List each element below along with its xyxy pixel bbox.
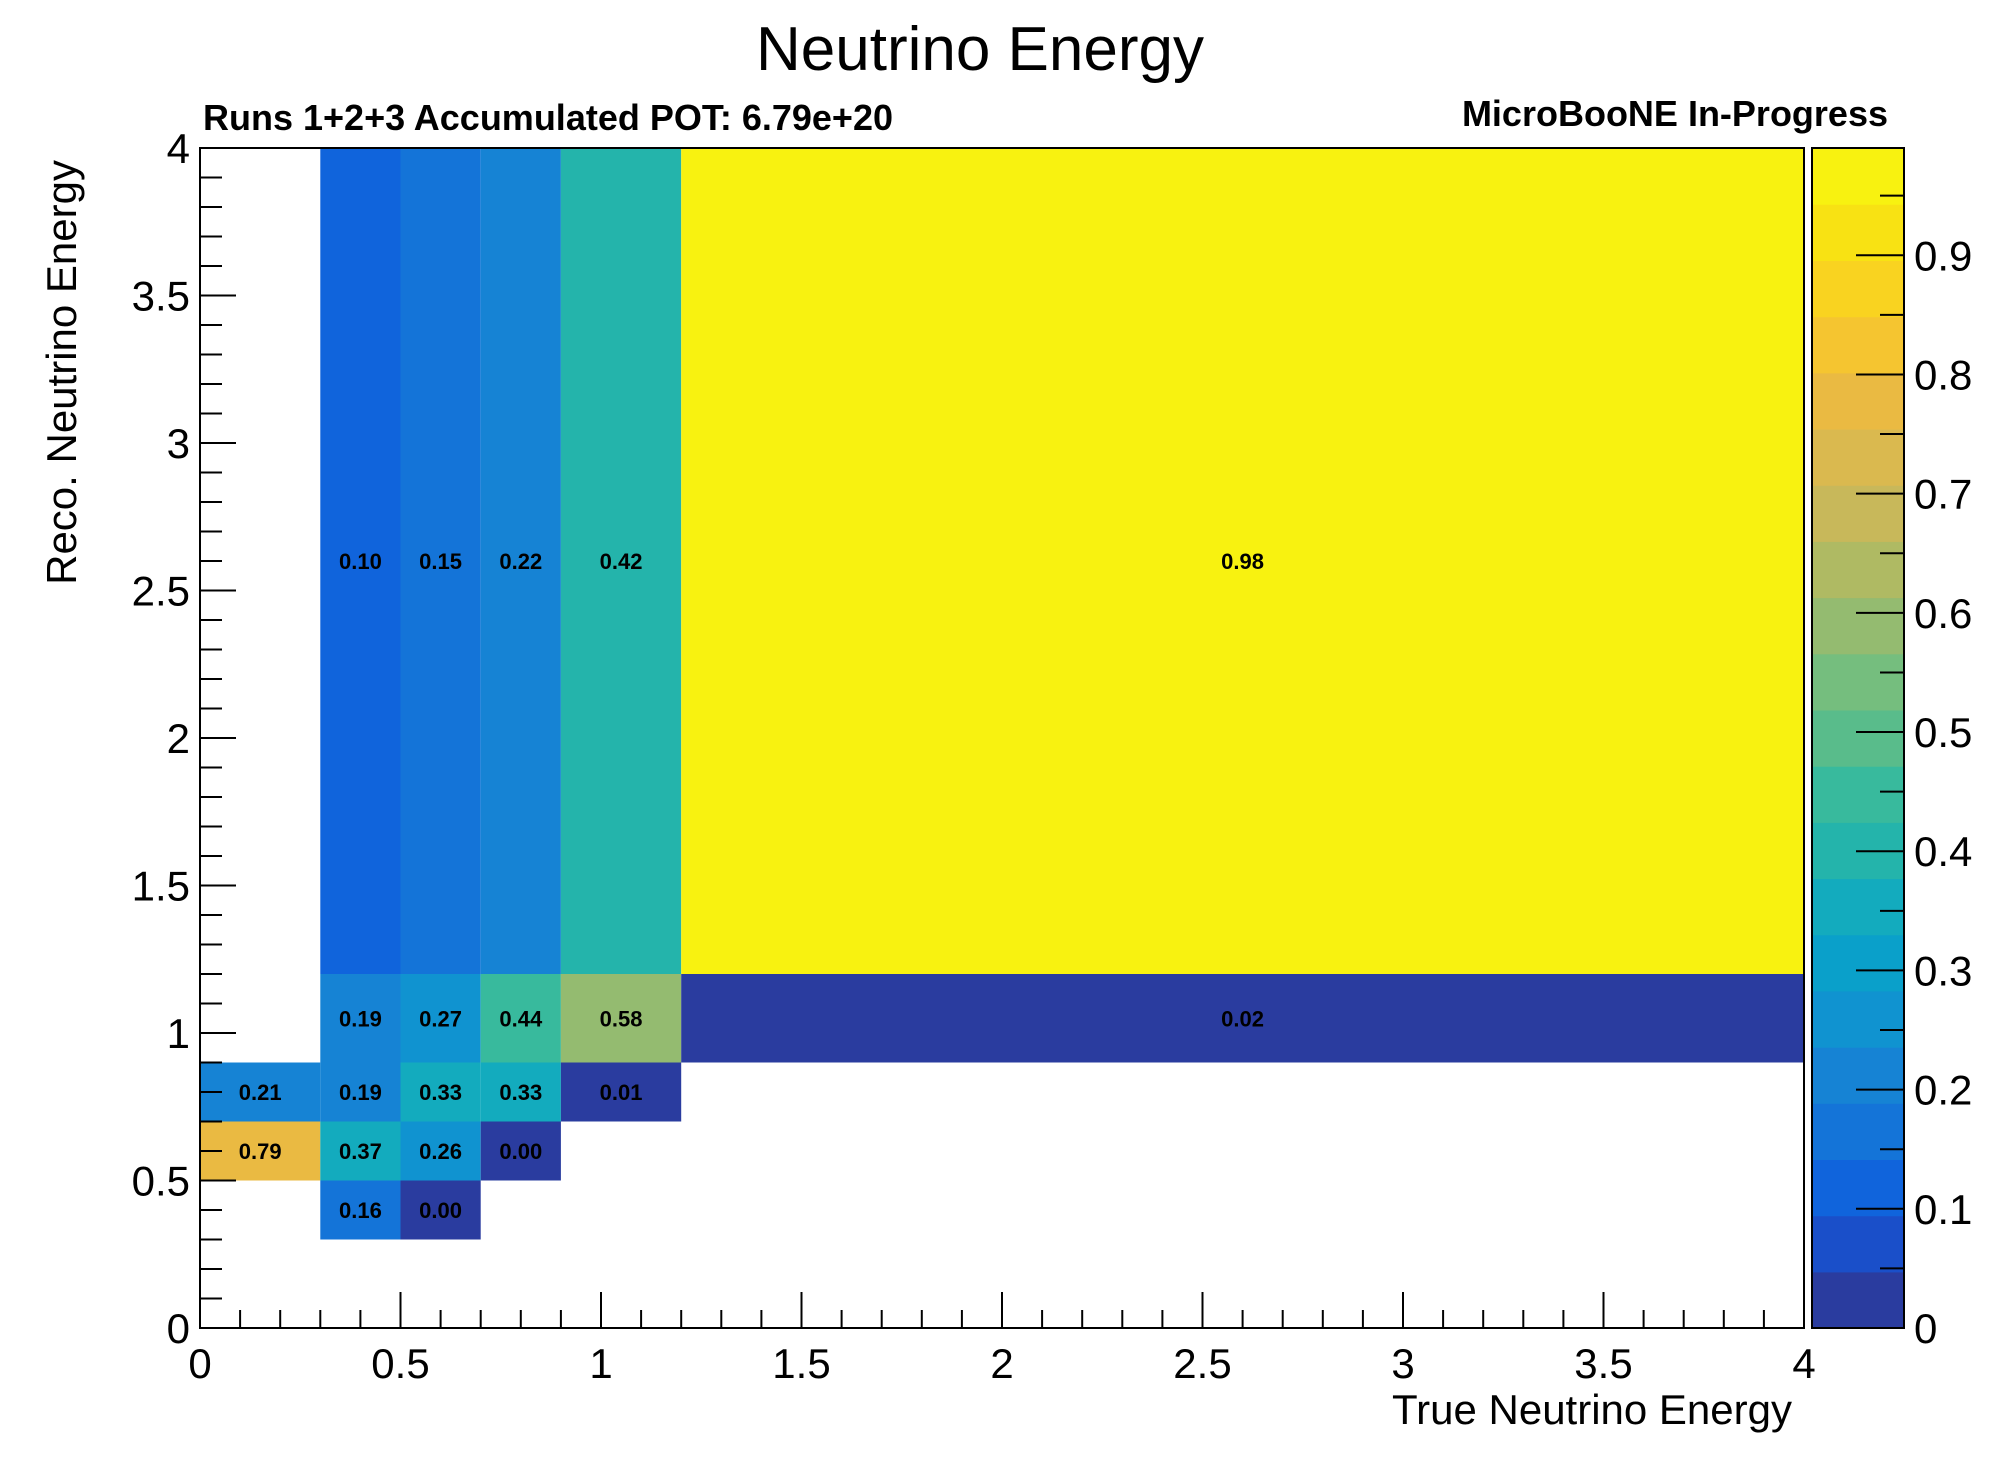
chart-subtitle-left: Runs 1+2+3 Accumulated POT: 6.79e+20 [203,97,893,138]
heatmap-cell-label: 0.44 [499,1006,543,1031]
heatmap-cell-label: 0.37 [339,1139,382,1164]
y-tick-label: 2 [167,715,190,762]
colorbar-band [1812,372,1904,430]
heatmap-cell-label: 0.22 [499,549,542,574]
x-axis-label: True Neutrino Energy [1392,1386,1792,1433]
x-tick-label: 1 [589,1340,612,1387]
x-tick-label: 3.5 [1574,1340,1632,1387]
colorbar-tick-label: 0.7 [1914,471,1972,518]
heatmap-cell [480,148,561,974]
colorbar: 0 0.1 0.2 0.3 0.4 0.5 0.6 0.7 0.8 0.9 [1812,148,1972,1352]
heatmap-cell-label: 0.00 [499,1139,542,1164]
heatmap-cell [480,974,561,1063]
heatmap-cell [480,1062,561,1122]
heatmap-cell [400,1121,481,1181]
heatmap-cell-label: 0.10 [339,549,382,574]
chart-subtitle-right: MicroBooNE In-Progress [1462,93,1888,134]
colorbar-band [1812,260,1904,318]
colorbar-tick-label: 0.9 [1914,232,1972,279]
heatmap-cell-label: 0.16 [339,1198,382,1223]
colorbar-band [1812,541,1904,599]
colorbar-band [1812,428,1904,486]
y-tick-label: 1.5 [132,863,190,910]
heatmap-cell [480,1121,561,1181]
heatmap-cell [320,1062,401,1122]
y-tick-label: 0.5 [132,1158,190,1205]
colorbar-tick-label: 0.4 [1914,828,1972,875]
colorbar-band [1812,766,1904,823]
x-tick-label: 0.5 [371,1340,429,1387]
heatmap-cell [400,974,481,1063]
heatmap-cell [320,1180,401,1240]
colorbar-band [1812,990,1904,1048]
heatmap-cell-label: 0.19 [339,1006,382,1031]
heatmap-cell [320,1121,401,1181]
chart-title: Neutrino Energy [756,15,1204,84]
y-tick-label: 0 [167,1305,190,1352]
heatmap-cell-label: 0.02 [1221,1006,1264,1031]
heatmap-cell-label: 0.15 [419,549,462,574]
colorbar-tick-label: 0.2 [1914,1067,1972,1114]
heatmap-cell [560,148,682,974]
heatmap-cell [400,1062,481,1122]
heatmap-cell [320,974,401,1063]
x-tick-label: 2.5 [1173,1340,1231,1387]
y-axis-label: Reco. Neutrino Energy [38,160,85,585]
heatmap-cell-label: 0.26 [419,1139,462,1164]
heatmap-cell [681,974,1805,1063]
heatmap-cell [400,148,481,974]
colorbar-band [1812,1215,1904,1273]
y-tick-label: 2.5 [132,568,190,615]
heatmap-cell-label: 0.21 [239,1080,282,1105]
heatmap-cell-label: 0.79 [239,1139,282,1164]
colorbar-band [1812,316,1904,374]
colorbar-tick-label: 0.5 [1914,709,1972,756]
heatmap-cell [320,148,401,974]
colorbar-tick-label: 0.3 [1914,947,1972,994]
colorbar-band [1812,597,1904,655]
x-tick-label: 3 [1391,1340,1414,1387]
heatmap-cell [681,148,1805,974]
heatmap-cell-label: 0.42 [600,549,643,574]
x-tick-label: 4 [1792,1340,1815,1387]
colorbar-band [1812,204,1904,261]
heatmap-cell-label: 0.98 [1221,549,1264,574]
heatmap-cell-label: 0.58 [600,1006,643,1031]
heatmap-cell-label: 0.33 [499,1080,542,1105]
x-tick-label: 2 [990,1340,1013,1387]
heatmap-cell-label: 0.27 [419,1006,462,1031]
colorbar-band [1812,709,1904,767]
colorbar-frame [1811,147,1905,1329]
heatmap-cell-labels: 0.16 0.00 0.79 0.37 0.26 0.00 0.21 0.19 0.33 0.33… [239,549,1264,1223]
heatmap-cell [560,974,682,1063]
colorbar-tick-label: 0.1 [1914,1186,1972,1233]
y-tick-label: 1 [167,1010,190,1057]
colorbar-band [1812,934,1904,992]
colorbar-band [1812,1271,1904,1329]
heatmap-cell-label: 0.33 [419,1080,462,1105]
x-axis: 0 0.5 1 1.5 2 2.5 3 3.5 4 [188,1292,1816,1387]
y-tick-label: 3.5 [132,273,190,320]
colorbar-band [1812,878,1904,936]
heatmap-cell [400,1180,481,1240]
heatmap-cell-label: 0.00 [419,1198,462,1223]
y-tick-label: 3 [167,420,190,467]
x-tick-label: 1.5 [772,1340,830,1387]
y-tick-label: 4 [167,125,190,172]
colorbar-band [1812,1103,1904,1161]
colorbar-tick-label: 0.8 [1914,351,1972,398]
y-axis: 0 0.5 1 1.5 2 2.5 3 3.5 4 [132,125,236,1352]
colorbar-tick-label: 0 [1914,1305,1937,1352]
colorbar-band [1812,653,1904,711]
heatmap-cell [560,1062,682,1122]
colorbar-band [1812,1159,1904,1217]
colorbar-tick-label: 0.6 [1914,590,1972,637]
heatmap-cell-label: 0.19 [339,1080,382,1105]
heatmap-cell-label: 0.01 [600,1080,643,1105]
x-tick-label: 0 [188,1340,211,1387]
colorbar-band [1812,1047,1904,1104]
heatmap-cells [200,148,1805,1240]
